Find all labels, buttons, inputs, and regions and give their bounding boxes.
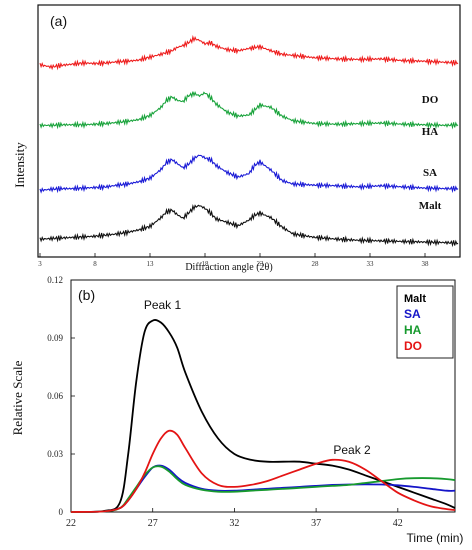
panel-a-ylabel: Intensity: [12, 142, 27, 188]
panel-b-x-tick-label: 22: [66, 518, 76, 529]
panel-a-frame: [37, 4, 461, 258]
panel-b-y-tick-label: 0.06: [47, 391, 63, 401]
panel-b-series: [70, 319, 456, 513]
panel-a-x-tick-label: 18: [202, 260, 210, 268]
panel-a-x-ticks: 3 8 13 18 23 28 33 38: [38, 253, 429, 268]
xrd-trace-ha: [39, 91, 459, 130]
curve-do: [70, 429, 456, 513]
panel-a-xlabel: Diffraction angle (2θ): [185, 262, 272, 273]
legend-entry-malt: Malt: [404, 293, 426, 305]
panel-a-x-tick-label: 28: [312, 260, 320, 268]
annotation-peak-1: Peak 1: [144, 298, 182, 312]
xrd-trace-do: [39, 34, 459, 71]
panel-a-series: [39, 34, 459, 248]
panel-b-ylabel: Relative Scale: [10, 360, 25, 435]
panel-b-x-tick-label: 32: [229, 518, 239, 529]
panel-a-x-tick-label: 38: [422, 260, 430, 268]
panel-a-x-tick-label: 13: [147, 260, 155, 268]
panel-b-legend: Malt SA HA DO: [396, 285, 454, 359]
legend-entry-ha: HA: [404, 323, 422, 337]
panel-a-x-tick-label: 23: [257, 260, 265, 268]
panel-b-label: (b): [78, 287, 95, 303]
legend-entry-do: DO: [404, 339, 422, 353]
panel-b-x-tick-label: 42: [393, 518, 403, 529]
panel-b-annotations: Peak 1 Peak 2: [144, 298, 371, 457]
xrd-trace-malt: [39, 203, 459, 248]
curve-malt: [70, 319, 456, 513]
panel-b-y-tick-label: 0: [59, 507, 64, 517]
panel-b-x-tick-label: 37: [311, 518, 321, 529]
panel-a-x-tick-label: 33: [367, 260, 375, 268]
legend-entry-sa: SA: [404, 307, 421, 321]
panel-b-xlabel: Time (min): [407, 531, 464, 545]
panel-a-x-tick-label: 8: [93, 260, 97, 268]
panel-b-y-tick-label: 0.09: [47, 333, 63, 343]
xrd-trace-sa: [39, 154, 459, 194]
panel-a-x-tick-label: 3: [38, 260, 42, 268]
annotation-peak-2: Peak 2: [333, 443, 371, 457]
series-label-sa: SA: [423, 167, 437, 179]
series-label-do: DO: [422, 94, 439, 106]
panel-b-x-tick-label: 27: [148, 518, 158, 529]
panel-b-y-tick-label: 0.12: [47, 275, 63, 285]
panel-b: (b) Relative Scale 00.030.060.090.12 22 2…: [10, 275, 463, 545]
legend-box: [396, 285, 454, 359]
series-label-malt: Malt: [419, 200, 442, 212]
panel-a-series-labels: DO HA SA Malt: [419, 94, 442, 212]
panel-a-label: (a): [50, 13, 67, 29]
panel-a: (a) Intensity 3 8 13 18 23 28 33 38 Diffraction…: [12, 4, 461, 273]
panel-b-y-tick-label: 0.03: [47, 449, 63, 459]
series-label-ha: HA: [422, 126, 439, 138]
panel-b-x-ticks: 22 27 32 37 42: [66, 508, 403, 529]
